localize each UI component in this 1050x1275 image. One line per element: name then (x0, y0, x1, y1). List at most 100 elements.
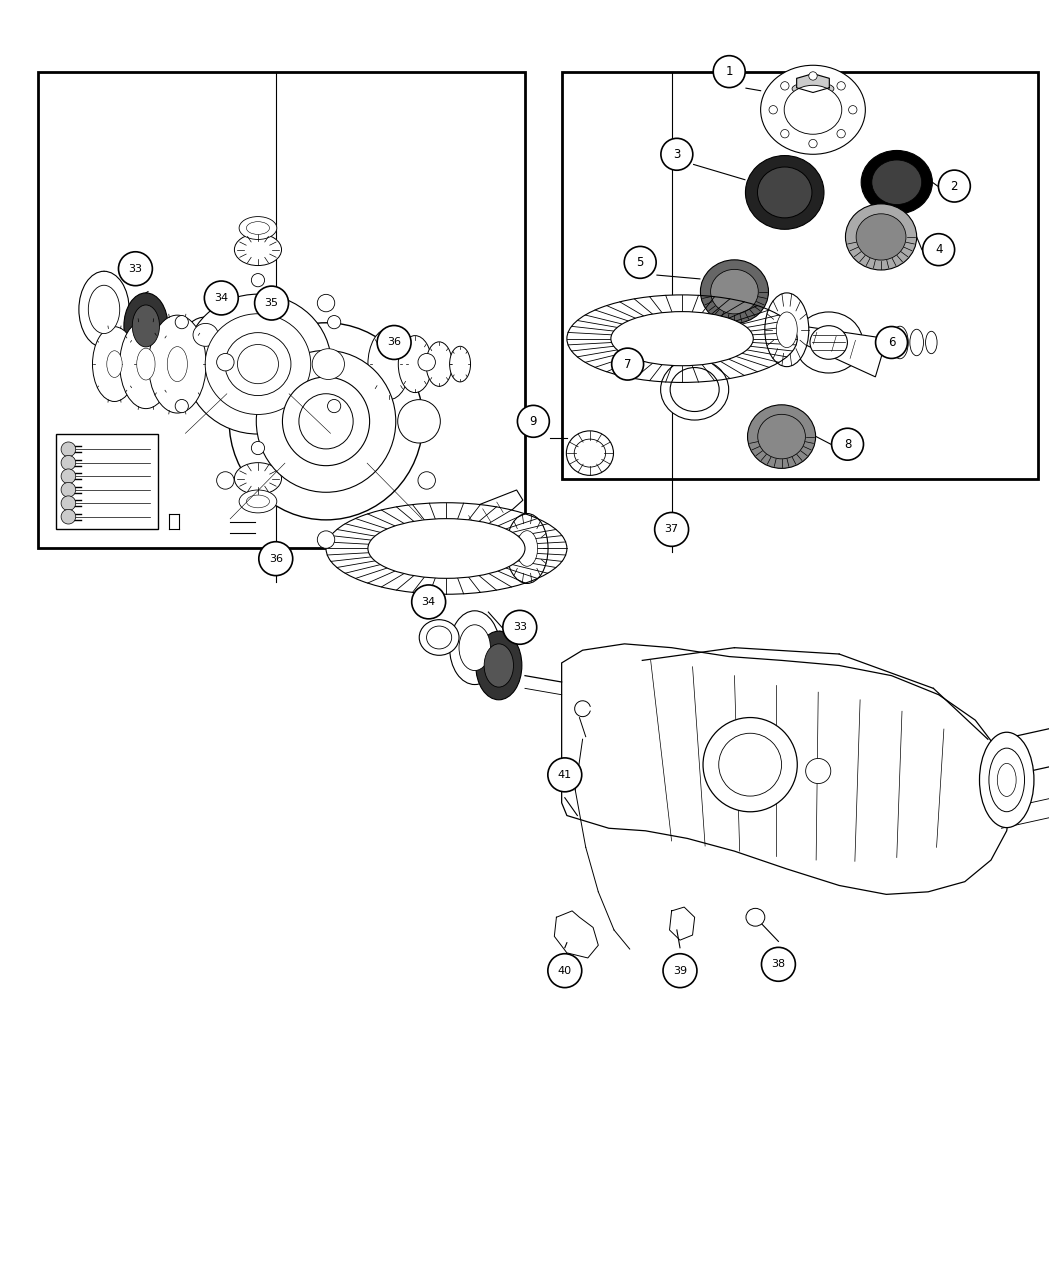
Ellipse shape (795, 312, 863, 374)
Ellipse shape (247, 222, 270, 235)
Ellipse shape (700, 260, 769, 324)
Ellipse shape (567, 295, 797, 382)
Ellipse shape (79, 272, 129, 348)
Circle shape (317, 295, 335, 312)
Bar (562, 71, 1038, 478)
Text: 41: 41 (558, 770, 572, 780)
Circle shape (61, 496, 76, 510)
Bar (38, 71, 525, 548)
Circle shape (923, 233, 954, 265)
Polygon shape (554, 910, 598, 958)
Ellipse shape (517, 530, 538, 566)
Circle shape (612, 348, 644, 380)
Circle shape (780, 130, 789, 138)
Circle shape (808, 71, 817, 80)
Text: 36: 36 (269, 553, 282, 564)
Text: 35: 35 (265, 298, 278, 309)
Circle shape (832, 428, 863, 460)
Ellipse shape (107, 351, 122, 377)
Circle shape (876, 326, 907, 358)
Ellipse shape (449, 347, 470, 382)
Polygon shape (670, 907, 695, 940)
Ellipse shape (148, 315, 206, 413)
Ellipse shape (980, 732, 1034, 827)
Polygon shape (443, 490, 523, 553)
Ellipse shape (247, 495, 270, 507)
Ellipse shape (776, 312, 797, 348)
Ellipse shape (92, 326, 136, 402)
Ellipse shape (239, 217, 277, 240)
Circle shape (660, 138, 693, 171)
Text: 9: 9 (529, 414, 538, 428)
Circle shape (704, 718, 797, 812)
Circle shape (769, 106, 777, 113)
Ellipse shape (764, 293, 808, 367)
Ellipse shape (419, 620, 459, 655)
Circle shape (61, 510, 76, 524)
Circle shape (939, 170, 970, 201)
Ellipse shape (611, 311, 753, 366)
Ellipse shape (398, 335, 432, 393)
Ellipse shape (856, 214, 906, 260)
Ellipse shape (256, 351, 396, 492)
Polygon shape (562, 644, 1012, 894)
Ellipse shape (910, 329, 923, 356)
Text: 6: 6 (888, 337, 896, 349)
Circle shape (654, 513, 689, 547)
Ellipse shape (506, 514, 548, 584)
Ellipse shape (861, 150, 932, 214)
Circle shape (761, 947, 796, 982)
Bar (56, 434, 159, 529)
Ellipse shape (234, 233, 281, 265)
Circle shape (418, 353, 436, 371)
Circle shape (548, 757, 582, 792)
Ellipse shape (711, 269, 758, 314)
Ellipse shape (205, 314, 311, 414)
Circle shape (377, 325, 411, 360)
Circle shape (328, 399, 341, 413)
Circle shape (61, 442, 76, 456)
Ellipse shape (132, 305, 160, 347)
Ellipse shape (88, 286, 120, 334)
Ellipse shape (891, 326, 908, 358)
Circle shape (317, 530, 335, 548)
Ellipse shape (120, 320, 172, 408)
Ellipse shape (748, 404, 816, 468)
Circle shape (837, 82, 845, 91)
Text: 37: 37 (665, 524, 678, 534)
Ellipse shape (459, 625, 490, 671)
Circle shape (175, 315, 188, 329)
Ellipse shape (760, 65, 865, 154)
Ellipse shape (484, 644, 513, 687)
Text: 39: 39 (673, 965, 687, 975)
Ellipse shape (449, 611, 500, 685)
Ellipse shape (426, 342, 453, 386)
Text: 40: 40 (558, 965, 572, 975)
Text: 4: 4 (934, 244, 943, 256)
Ellipse shape (237, 344, 278, 384)
Ellipse shape (998, 764, 1016, 797)
Circle shape (251, 441, 265, 455)
Ellipse shape (792, 82, 834, 96)
Circle shape (258, 542, 293, 575)
Circle shape (412, 585, 445, 618)
Ellipse shape (758, 414, 805, 459)
Ellipse shape (368, 519, 525, 579)
Circle shape (175, 399, 188, 413)
Ellipse shape (234, 463, 281, 495)
Ellipse shape (312, 349, 344, 380)
Ellipse shape (167, 347, 187, 381)
Ellipse shape (327, 502, 567, 594)
Ellipse shape (872, 159, 922, 204)
Ellipse shape (368, 329, 410, 399)
Text: 33: 33 (512, 622, 527, 632)
Ellipse shape (566, 431, 613, 476)
Text: 33: 33 (128, 264, 143, 274)
Text: 8: 8 (844, 437, 852, 451)
Circle shape (61, 455, 76, 470)
Ellipse shape (186, 317, 226, 353)
Circle shape (328, 315, 341, 329)
Polygon shape (785, 324, 887, 377)
Ellipse shape (476, 631, 522, 700)
Circle shape (805, 759, 831, 784)
